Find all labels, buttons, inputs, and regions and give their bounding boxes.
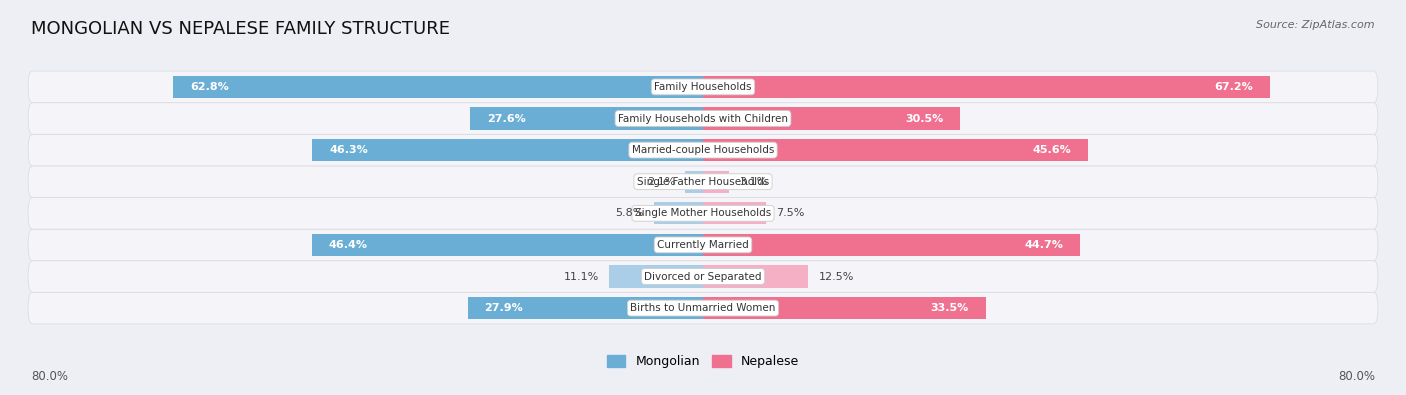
Text: 33.5%: 33.5% [931, 303, 969, 313]
Bar [703, 107, 960, 130]
Text: Source: ZipAtlas.com: Source: ZipAtlas.com [1257, 20, 1375, 30]
Text: 3.1%: 3.1% [740, 177, 768, 187]
Text: 46.4%: 46.4% [329, 240, 367, 250]
Text: Births to Unmarried Women: Births to Unmarried Women [630, 303, 776, 313]
Bar [703, 297, 986, 319]
Bar [470, 107, 703, 130]
Text: 46.3%: 46.3% [329, 145, 368, 155]
Text: 11.1%: 11.1% [564, 271, 599, 282]
FancyBboxPatch shape [28, 134, 1378, 166]
Legend: Mongolian, Nepalese: Mongolian, Nepalese [602, 350, 804, 373]
Text: 12.5%: 12.5% [818, 271, 853, 282]
Text: 45.6%: 45.6% [1032, 145, 1071, 155]
Bar [703, 202, 766, 224]
Text: 62.8%: 62.8% [190, 82, 229, 92]
FancyBboxPatch shape [28, 166, 1378, 198]
FancyBboxPatch shape [28, 71, 1378, 103]
Text: 67.2%: 67.2% [1215, 82, 1253, 92]
Text: 30.5%: 30.5% [905, 113, 943, 124]
Text: Family Households: Family Households [654, 82, 752, 92]
Text: Single Mother Households: Single Mother Households [636, 208, 770, 218]
Bar [609, 265, 703, 288]
FancyBboxPatch shape [28, 229, 1378, 261]
Bar [173, 76, 703, 98]
FancyBboxPatch shape [28, 292, 1378, 324]
Text: Married-couple Households: Married-couple Households [631, 145, 775, 155]
FancyBboxPatch shape [28, 198, 1378, 229]
Bar [703, 265, 808, 288]
Text: Currently Married: Currently Married [657, 240, 749, 250]
Text: Divorced or Separated: Divorced or Separated [644, 271, 762, 282]
Bar [703, 76, 1270, 98]
Text: 80.0%: 80.0% [1339, 370, 1375, 383]
FancyBboxPatch shape [28, 103, 1378, 134]
Text: MONGOLIAN VS NEPALESE FAMILY STRUCTURE: MONGOLIAN VS NEPALESE FAMILY STRUCTURE [31, 20, 450, 38]
Text: 27.9%: 27.9% [485, 303, 523, 313]
Bar [703, 139, 1088, 161]
Bar [312, 234, 703, 256]
Text: 80.0%: 80.0% [31, 370, 67, 383]
FancyBboxPatch shape [28, 261, 1378, 292]
Text: 44.7%: 44.7% [1025, 240, 1063, 250]
Bar [468, 297, 703, 319]
Text: Family Households with Children: Family Households with Children [619, 113, 787, 124]
Bar [312, 139, 703, 161]
Text: 7.5%: 7.5% [776, 208, 804, 218]
Bar [703, 234, 1080, 256]
Bar [703, 171, 730, 193]
Bar [685, 171, 703, 193]
Text: 5.8%: 5.8% [616, 208, 644, 218]
Text: Single Father Households: Single Father Households [637, 177, 769, 187]
Bar [654, 202, 703, 224]
Text: 2.1%: 2.1% [647, 177, 675, 187]
Text: 27.6%: 27.6% [486, 113, 526, 124]
